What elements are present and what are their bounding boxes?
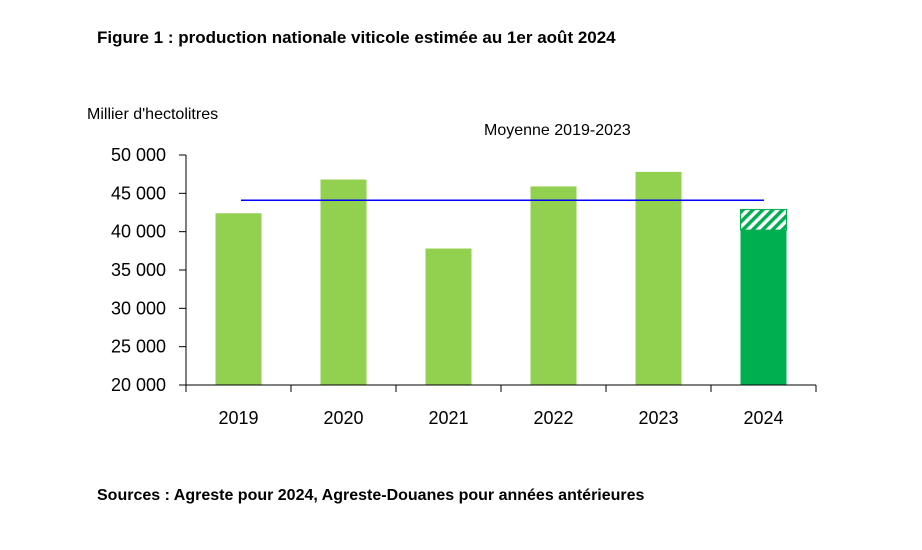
bar-2023 xyxy=(635,171,682,385)
x-tick-label: 2020 xyxy=(323,408,363,428)
x-tick-label: 2022 xyxy=(533,408,573,428)
bar-2024 xyxy=(740,230,787,385)
chart-source: Sources : Agreste pour 2024, Agreste-Dou… xyxy=(97,487,645,504)
x-tick-label: 2023 xyxy=(638,408,678,428)
average-line-label: Moyenne 2019-2023 xyxy=(484,122,631,139)
bar-2021 xyxy=(425,248,472,385)
bar-range-2024 xyxy=(740,208,787,231)
y-tick-label: 35 000 xyxy=(111,260,166,280)
y-tick-label: 40 000 xyxy=(111,222,166,242)
y-tick-label: 20 000 xyxy=(111,375,166,395)
x-tick-label: 2021 xyxy=(428,408,468,428)
bar-2019 xyxy=(215,213,262,385)
bar-2022 xyxy=(530,186,577,385)
y-tick-label: 50 000 xyxy=(111,145,166,165)
y-tick-label: 45 000 xyxy=(111,183,166,203)
y-axis-label: Millier d'hectolitres xyxy=(87,106,218,123)
y-tick-label: 25 000 xyxy=(111,337,166,357)
y-tick-label: 30 000 xyxy=(111,298,166,318)
x-tick-label: 2019 xyxy=(218,408,258,428)
x-tick-label: 2024 xyxy=(743,408,783,428)
chart-title: Figure 1 : production nationale viticole… xyxy=(97,28,616,47)
bar-2020 xyxy=(320,179,367,385)
